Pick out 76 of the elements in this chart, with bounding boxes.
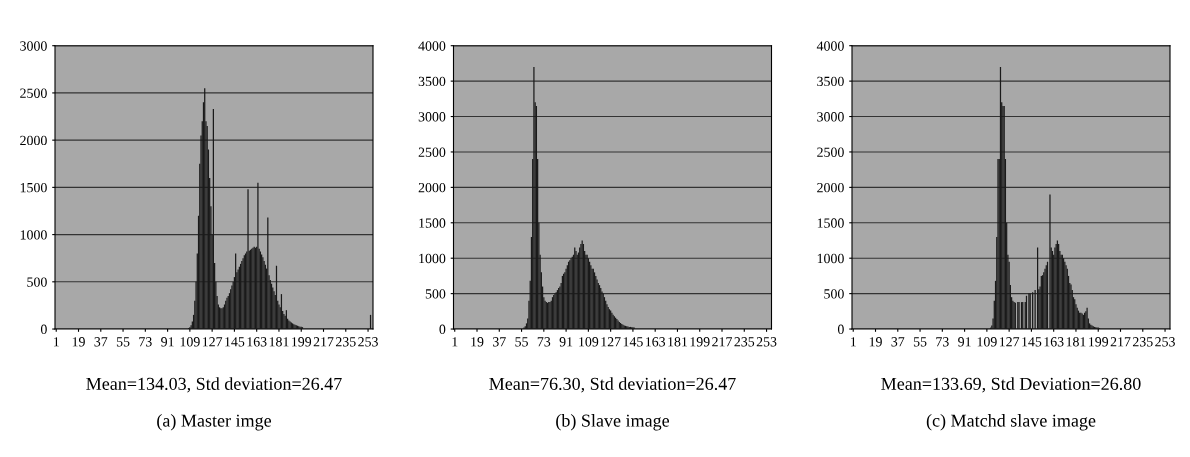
x-tick-label: 253 [358, 337, 378, 347]
x-tick-label: 19 [471, 337, 484, 347]
x-tick-label: 55 [913, 337, 927, 347]
x-tick-label: 181 [1066, 337, 1086, 347]
y-tick-label: 3500 [817, 76, 844, 87]
x-tick-label: 109 [977, 337, 997, 347]
x-tick-label: 145 [225, 337, 245, 347]
x-tick-label: 19 [72, 337, 85, 347]
x-tick-label: 181 [269, 337, 289, 347]
text: (b) Slave image [556, 414, 670, 431]
text: Mean=133.69, Std Deviation=26.80 [881, 377, 1141, 393]
y-tick-label: 0 [40, 324, 47, 334]
y-tick-label: 4000 [816, 41, 844, 51]
x-tick-label: 145 [1022, 337, 1042, 347]
y-tick-label: 1000 [419, 253, 446, 264]
x-tick-label: 145 [623, 337, 643, 347]
text: Mean=76.30, Std deviation=26.47 [489, 377, 736, 393]
y-tick-label: 1000 [20, 230, 47, 240]
text: Mean=134.03, Std deviation=26.47 [86, 377, 342, 393]
x-tick-label: 109 [579, 337, 599, 347]
x-tick-label: 73 [139, 337, 152, 347]
x-tick-label: 55 [515, 337, 528, 347]
y-tick-label: 2000 [817, 182, 844, 193]
y-tick-label: 2500 [20, 88, 47, 98]
x-tick-label: 217 [1110, 337, 1131, 347]
x-tick-label: 217 [712, 337, 733, 347]
y-tick-label: 2500 [817, 147, 844, 157]
x-tick-label: 199 [690, 337, 710, 347]
y-tick-label: 2500 [418, 147, 446, 157]
y-tick-label: 3000 [817, 112, 844, 122]
x-tick-label: 163 [247, 337, 267, 347]
x-tick-label: 91 [958, 337, 971, 347]
y-tick-label: 500 [824, 289, 844, 299]
x-tick-label: 235 [734, 337, 755, 347]
y-tick-label: 2000 [20, 135, 47, 146]
x-tick-label: 199 [292, 337, 312, 347]
y-tick-label: 3000 [418, 112, 446, 122]
x-tick-label: 37 [493, 337, 506, 347]
x-tick-label: 91 [161, 337, 174, 347]
x-tick-label: 235 [335, 337, 356, 347]
x-tick-label: 127 [202, 337, 223, 347]
x-tick-label: 127 [601, 337, 621, 347]
x-tick-label: 181 [668, 337, 688, 347]
x-tick-label: 37 [94, 337, 108, 347]
x-tick-label: 1 [53, 337, 59, 347]
y-tick-label: 1500 [419, 218, 446, 228]
x-tick-label: 55 [116, 337, 130, 347]
x-tick-label: 199 [1089, 337, 1109, 347]
x-tick-label: 19 [869, 337, 882, 347]
y-tick-label: 1500 [817, 218, 844, 228]
x-tick-label: 1 [452, 337, 458, 347]
x-tick-label: 73 [537, 337, 551, 347]
x-tick-label: 1 [850, 337, 856, 347]
x-tick-label: 109 [180, 337, 200, 347]
y-tick-label: 500 [425, 289, 446, 299]
x-tick-label: 253 [1155, 337, 1175, 347]
y-tick-label: 0 [439, 324, 446, 334]
x-tick-label: 235 [1132, 337, 1153, 347]
y-tick-label: 1500 [20, 182, 47, 193]
x-tick-label: 73 [936, 337, 949, 347]
text: (a) Master imge [157, 414, 272, 431]
x-tick-label: 163 [645, 337, 666, 347]
y-tick-label: 3500 [418, 76, 446, 87]
y-tick-label: 2000 [418, 182, 446, 193]
x-tick-label: 91 [559, 337, 573, 347]
x-tick-label: 253 [756, 337, 777, 347]
y-tick-label: 1000 [817, 253, 844, 264]
x-tick-label: 37 [891, 337, 905, 347]
y-tick-label: 3000 [20, 41, 47, 51]
x-tick-label: 127 [999, 337, 1020, 347]
y-tick-label: 0 [837, 324, 844, 334]
y-tick-label: 500 [27, 277, 47, 287]
x-tick-label: 163 [1044, 337, 1064, 347]
x-tick-label: 217 [313, 337, 334, 347]
text: (c) Matchd slave image [926, 414, 1096, 431]
y-tick-label: 4000 [418, 41, 446, 51]
